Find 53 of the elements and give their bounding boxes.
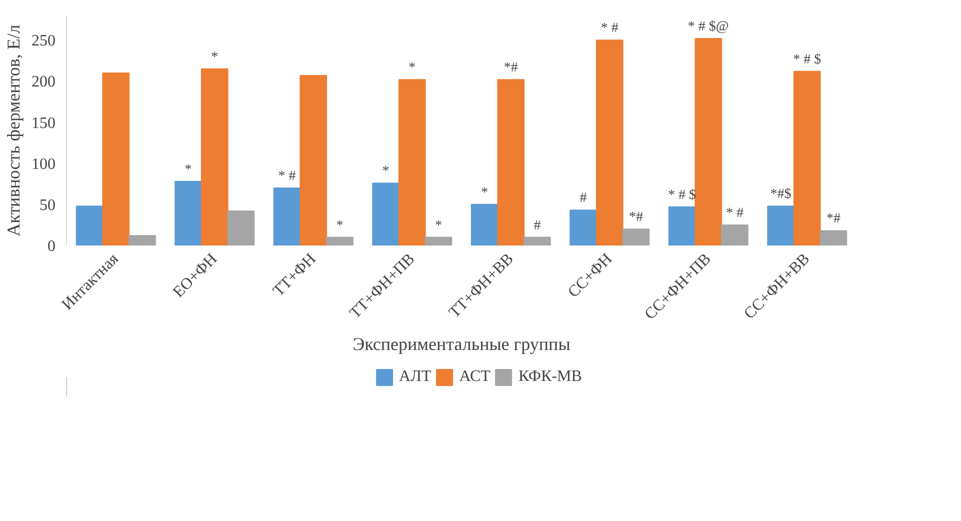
bar (596, 40, 624, 246)
data-label: * # (600, 21, 618, 36)
data-label: * # $@ (688, 20, 729, 34)
data-label: *# (504, 60, 518, 76)
bar (793, 70, 821, 246)
bar (200, 68, 228, 246)
bar (622, 228, 650, 246)
y-tick-label: 100 (32, 156, 56, 173)
data-label: # (580, 191, 587, 206)
bar (398, 79, 426, 246)
bar (497, 79, 525, 246)
bar (424, 236, 452, 246)
data-label: * (211, 50, 218, 65)
y-tick-label: 0 (48, 238, 56, 255)
bar (694, 38, 722, 246)
data-label: * # $ (793, 52, 822, 68)
legend-label: КФК-МВ (518, 368, 582, 386)
data-label: *# (826, 212, 840, 227)
bar (326, 236, 354, 246)
legend-label: АЛТ (399, 368, 432, 386)
legend-label: АСТ (459, 368, 490, 386)
bar (227, 210, 255, 246)
bar (76, 206, 104, 246)
bar (570, 210, 597, 246)
data-label: * # (726, 206, 744, 221)
bar (372, 182, 400, 246)
data-label: *#$ (770, 187, 792, 202)
bar (668, 206, 696, 246)
bar (174, 180, 202, 246)
bar (721, 224, 748, 246)
bar (767, 206, 794, 246)
y-tick-label: 250 (32, 32, 56, 50)
bar (470, 204, 498, 246)
x-axis-title: Экспериментальные группы (352, 334, 570, 354)
y-tick-label: 200 (32, 74, 56, 91)
bar (273, 188, 301, 246)
data-label: * (336, 218, 344, 234)
data-label: *# (628, 210, 643, 226)
bar (524, 236, 551, 246)
data-label: * (408, 60, 416, 76)
data-label: # (534, 218, 541, 234)
bar (102, 72, 130, 246)
y-tick-label: 150 (32, 114, 56, 132)
bar (128, 235, 156, 246)
data-label: * # (278, 169, 296, 184)
bar (300, 74, 328, 246)
data-label: * (382, 164, 390, 180)
bar (820, 230, 848, 246)
y-tick-label: 50 (40, 196, 56, 214)
data-label: * (434, 218, 442, 234)
data-label: * (184, 162, 192, 178)
data-label: * (481, 185, 488, 200)
y-axis-title: Активность ферментов, Е/л (4, 24, 24, 236)
